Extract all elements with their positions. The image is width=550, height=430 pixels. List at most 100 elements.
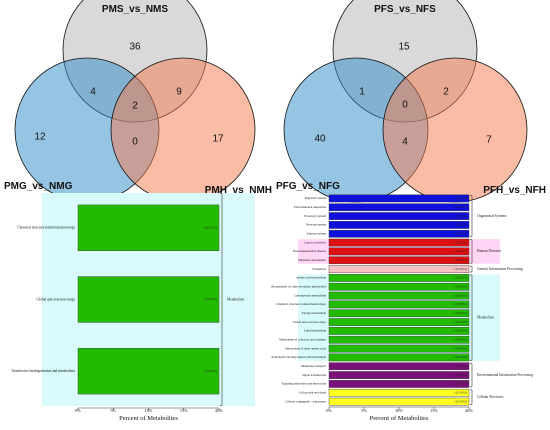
venn-region-count: 15 — [398, 42, 410, 53]
category-label: Energy metabolism — [302, 311, 327, 315]
value-label: 1 (25.00%) — [454, 240, 468, 244]
category-label: Excretory system — [304, 214, 326, 218]
venn-set-label: PMH_vs_NMH — [205, 185, 272, 196]
value-label: 1 (25.00%) — [454, 214, 468, 218]
group-label: Organismal Systems — [477, 214, 507, 218]
bar — [328, 229, 470, 238]
category-label: Signal transduction — [302, 373, 326, 377]
bar — [328, 203, 470, 212]
category-label: Xenobiotics biodegradation and metabolis… — [271, 355, 326, 359]
value-label: 1 (25.00%) — [454, 205, 468, 209]
x-tick-label: 0% — [75, 408, 81, 413]
group-label: Environmental Information Processing — [477, 373, 533, 377]
venn-set-circle — [110, 57, 256, 203]
value-label: 1 (25.00%) — [454, 320, 468, 324]
value-label: 1 (25.00%) — [454, 196, 468, 200]
value-label: 1 (33.33%) — [204, 369, 218, 373]
x-axis-title: Percent of Metabolites — [119, 415, 178, 422]
group-label: Cellular Processes — [477, 395, 504, 399]
category-label: Digestive system — [305, 196, 327, 200]
category-label: Substance dependence — [298, 258, 327, 262]
value-label: 1 (25.00%) — [454, 364, 468, 368]
venn-region-count: 7 — [486, 135, 492, 146]
venn-region-count: 0 — [132, 137, 138, 148]
x-tick-label: 15% — [180, 408, 188, 413]
category-label: Signaling molecules and interaction — [282, 382, 327, 386]
bar — [328, 265, 470, 273]
venn-region-count: 36 — [129, 42, 141, 53]
category-label: Amino acid metabolism — [296, 276, 326, 280]
venn-region-count: 2 — [443, 87, 449, 98]
x-tick-label: 15% — [430, 408, 438, 413]
bar — [328, 300, 470, 309]
value-label: 1 (25.00%) — [454, 293, 468, 297]
value-label: 1 (25.00%) — [454, 311, 468, 315]
bar — [328, 327, 470, 335]
bar — [328, 274, 470, 282]
category-label: Cancer: overview — [304, 240, 327, 244]
bar — [328, 335, 470, 344]
bar — [328, 238, 470, 247]
x-tick-label: 10% — [145, 408, 153, 413]
venn-diagram-male: PMS_vs_NMS PMG_vs_NMG PMH_vs_NMH 36 12 17 4 9 0 2 — [4, 0, 272, 203]
category-label: Metabolism of other amino acids — [285, 346, 327, 350]
bar — [77, 204, 220, 251]
kegg-bar-chart-left: Metabolism Chemical structure transformat… — [11, 193, 255, 422]
venn-region-count: 1 — [359, 87, 365, 98]
category-label: Carbohydrate metabolism — [294, 293, 327, 297]
x-tick-label: 0% — [326, 408, 332, 413]
category-label: Membrane transport — [301, 364, 326, 368]
venn-region-count: 4 — [402, 137, 408, 148]
bar — [328, 282, 470, 291]
x-tick-label: 20% — [215, 408, 223, 413]
value-label: 1 (25.00%) — [454, 399, 468, 403]
category-label: Nervous system — [306, 223, 326, 227]
category-label: Cell growth and death — [299, 390, 327, 394]
category-label: Translation — [312, 267, 326, 271]
bar — [328, 397, 470, 406]
venn-region-count: 40 — [314, 134, 326, 145]
group-label: Metabolism — [227, 297, 244, 301]
bar — [328, 256, 470, 265]
value-label: 1 (25.00%) — [454, 249, 468, 253]
value-label: 1 (25.00%) — [454, 258, 468, 262]
value-label: 1 (25.00%) — [454, 276, 468, 280]
category-label: Cellular community - eukaryotes — [285, 399, 327, 403]
bar — [328, 344, 470, 353]
venn-region-count: 4 — [90, 87, 96, 98]
venn-set-label: PFH_vs_NFH — [483, 185, 546, 196]
category-label: Global and overview maps — [293, 320, 327, 324]
bar — [328, 371, 470, 379]
category-label: Metabolism of cofactors and vitamins — [279, 337, 327, 341]
venn-region-count: 12 — [34, 132, 46, 143]
category-label: Chemical structure transformation maps — [17, 226, 75, 230]
bar — [328, 291, 470, 300]
category-label: Environmental adaptation — [294, 205, 326, 209]
value-label: 1 (25.00%) — [454, 329, 468, 333]
bar — [328, 212, 470, 220]
bar — [328, 380, 470, 388]
value-label: 1 (25.00%) — [454, 231, 468, 235]
value-label: 1 (25.00%) — [454, 302, 468, 306]
venn-region-count: 2 — [132, 101, 138, 112]
value-label: 1 (25.00%) — [454, 337, 468, 341]
category-label: Neurodegenerative disease — [293, 249, 327, 253]
x-tick-label: 20% — [465, 408, 473, 413]
x-tick-label: 10% — [395, 408, 403, 413]
value-label: 1 (25.00%) — [454, 382, 468, 386]
value-label: 1 (25.00%) — [454, 373, 468, 377]
value-label: 1 (25.00%) — [454, 346, 468, 350]
group-label: Metabolism — [477, 315, 494, 319]
x-axis-title: Percent of Metabolites — [370, 415, 429, 422]
venn-region-count: 17 — [212, 134, 224, 145]
bar — [77, 276, 220, 323]
group-label: Human Diseases — [477, 249, 502, 253]
value-label: 1 (33.33%) — [204, 297, 218, 301]
x-tick-label: 5% — [110, 408, 116, 413]
venn-set-label: PMS_vs_NMS — [102, 4, 168, 15]
category-label: Lipid metabolism — [304, 329, 327, 333]
venn-set-circle — [382, 57, 528, 203]
x-tick-label: 5% — [361, 408, 367, 413]
bar — [328, 318, 470, 326]
